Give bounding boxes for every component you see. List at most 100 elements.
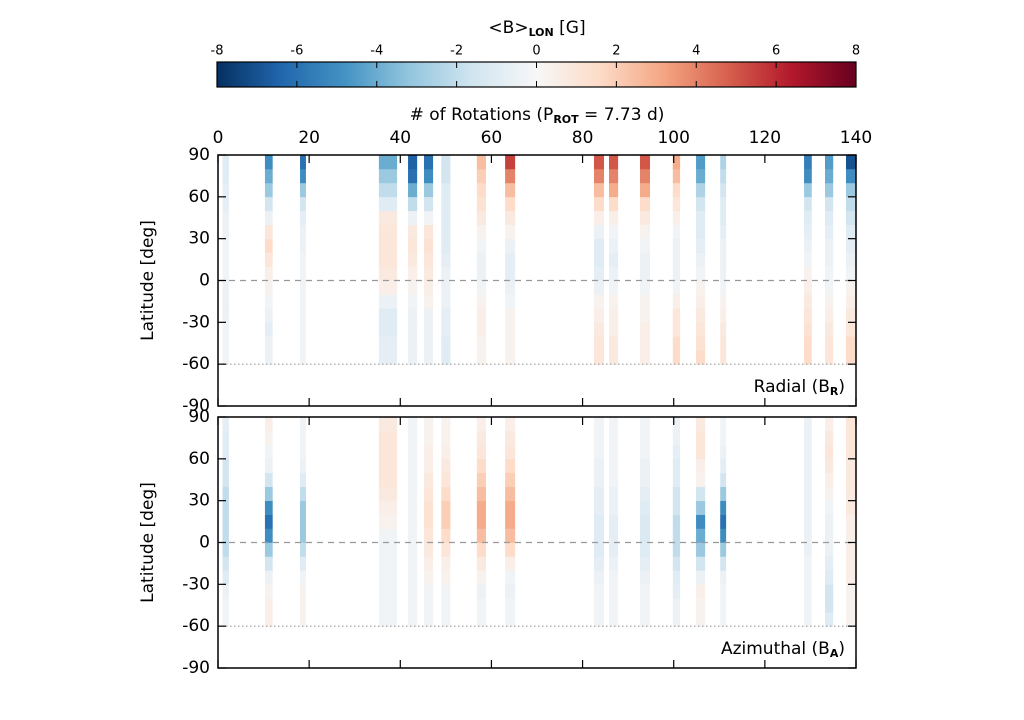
heat-cell bbox=[408, 584, 418, 599]
heat-cell bbox=[720, 224, 727, 239]
heat-cell bbox=[825, 417, 834, 432]
heat-cell bbox=[378, 238, 398, 253]
heat-cell bbox=[696, 182, 706, 198]
heat-cell bbox=[609, 542, 619, 557]
heat-cell bbox=[423, 294, 434, 309]
heat-cell bbox=[441, 266, 451, 281]
heat-cell bbox=[696, 336, 706, 351]
heat-cell bbox=[696, 210, 706, 226]
heat-cell bbox=[476, 168, 486, 184]
x-tick-label: 100 bbox=[657, 128, 689, 148]
heat-cell bbox=[222, 598, 229, 613]
heat-cell bbox=[672, 570, 681, 585]
heat-cell bbox=[222, 430, 229, 446]
heat-cell bbox=[300, 294, 306, 309]
heat-cell bbox=[505, 500, 516, 515]
heat-cell bbox=[476, 238, 486, 253]
heat-cell bbox=[441, 322, 451, 337]
heat-cell bbox=[441, 294, 451, 309]
heat-cell bbox=[505, 322, 516, 337]
heat-cell bbox=[441, 430, 451, 446]
heat-cell bbox=[804, 486, 812, 501]
heat-cell bbox=[672, 168, 681, 184]
heat-cell bbox=[300, 430, 306, 446]
heat-cell bbox=[825, 612, 834, 627]
heat-cell bbox=[423, 224, 434, 239]
heat-cell bbox=[264, 458, 273, 474]
colorbar-tick-label: -6 bbox=[290, 44, 303, 59]
heat-cell bbox=[720, 430, 727, 446]
heat-cell bbox=[672, 238, 681, 253]
heat-cell bbox=[639, 500, 651, 515]
heat-cell bbox=[696, 584, 706, 599]
heat-cell bbox=[672, 224, 681, 239]
heat-cell bbox=[804, 266, 812, 281]
heat-cell bbox=[825, 224, 834, 239]
heat-cell bbox=[222, 444, 229, 460]
heat-cell bbox=[408, 252, 418, 267]
heat-cell bbox=[609, 238, 619, 253]
heat-cell bbox=[609, 322, 619, 337]
heat-cell bbox=[300, 350, 306, 365]
heat-cell bbox=[593, 486, 604, 501]
y-tick-label: 0 bbox=[199, 533, 210, 553]
heat-cell bbox=[423, 514, 434, 529]
heat-cell bbox=[825, 280, 834, 295]
x-tick-label: 120 bbox=[749, 128, 781, 148]
heat-cell bbox=[505, 528, 516, 543]
heat-cell bbox=[300, 458, 306, 474]
heat-cell bbox=[639, 210, 651, 226]
heat-cell bbox=[408, 182, 418, 198]
heat-cell bbox=[441, 417, 451, 432]
heat-cell bbox=[222, 155, 229, 170]
heat-cell bbox=[222, 252, 229, 267]
heat-cell bbox=[264, 542, 273, 557]
heat-cell bbox=[505, 168, 516, 184]
heat-cell bbox=[639, 336, 651, 351]
heat-cell bbox=[845, 430, 856, 446]
heat-cell bbox=[804, 155, 812, 170]
heat-cell bbox=[720, 182, 727, 198]
heat-cell bbox=[804, 238, 812, 253]
heat-cell bbox=[264, 210, 273, 226]
heat-cell bbox=[696, 252, 706, 267]
heat-cell bbox=[593, 266, 604, 281]
heat-cell bbox=[845, 224, 856, 239]
heat-cell bbox=[476, 266, 486, 281]
heat-cell bbox=[423, 612, 434, 627]
heat-cell bbox=[222, 294, 229, 309]
heat-cell bbox=[609, 514, 619, 529]
heat-cell bbox=[505, 430, 516, 446]
heat-cell bbox=[423, 308, 434, 323]
heat-cell bbox=[593, 584, 604, 599]
heat-cell bbox=[593, 336, 604, 351]
heat-cell bbox=[264, 472, 273, 488]
heat-cell bbox=[672, 528, 681, 543]
heat-cell bbox=[804, 570, 812, 585]
heat-cell bbox=[825, 336, 834, 351]
heat-cell bbox=[696, 598, 706, 613]
heat-cell bbox=[804, 182, 812, 198]
heat-cell bbox=[476, 210, 486, 226]
y-tick-label: 90 bbox=[188, 407, 210, 427]
heat-cell bbox=[505, 458, 516, 474]
heat-cell bbox=[672, 252, 681, 267]
heat-cell bbox=[264, 598, 273, 613]
heat-cell bbox=[378, 155, 398, 170]
heat-cell bbox=[222, 514, 229, 529]
heat-cell bbox=[505, 182, 516, 198]
heat-cell bbox=[845, 472, 856, 488]
heat-cell bbox=[720, 266, 727, 281]
x-tick-label: 0 bbox=[213, 128, 224, 148]
heat-cell bbox=[476, 322, 486, 337]
heat-cell bbox=[378, 266, 398, 281]
heat-cell bbox=[378, 168, 398, 184]
heat-cell bbox=[696, 238, 706, 253]
heat-cell bbox=[423, 500, 434, 515]
heat-cell bbox=[672, 417, 681, 432]
heat-cell bbox=[825, 556, 834, 571]
heat-cell bbox=[300, 570, 306, 585]
heat-cell bbox=[845, 570, 856, 585]
heat-cell bbox=[804, 598, 812, 613]
